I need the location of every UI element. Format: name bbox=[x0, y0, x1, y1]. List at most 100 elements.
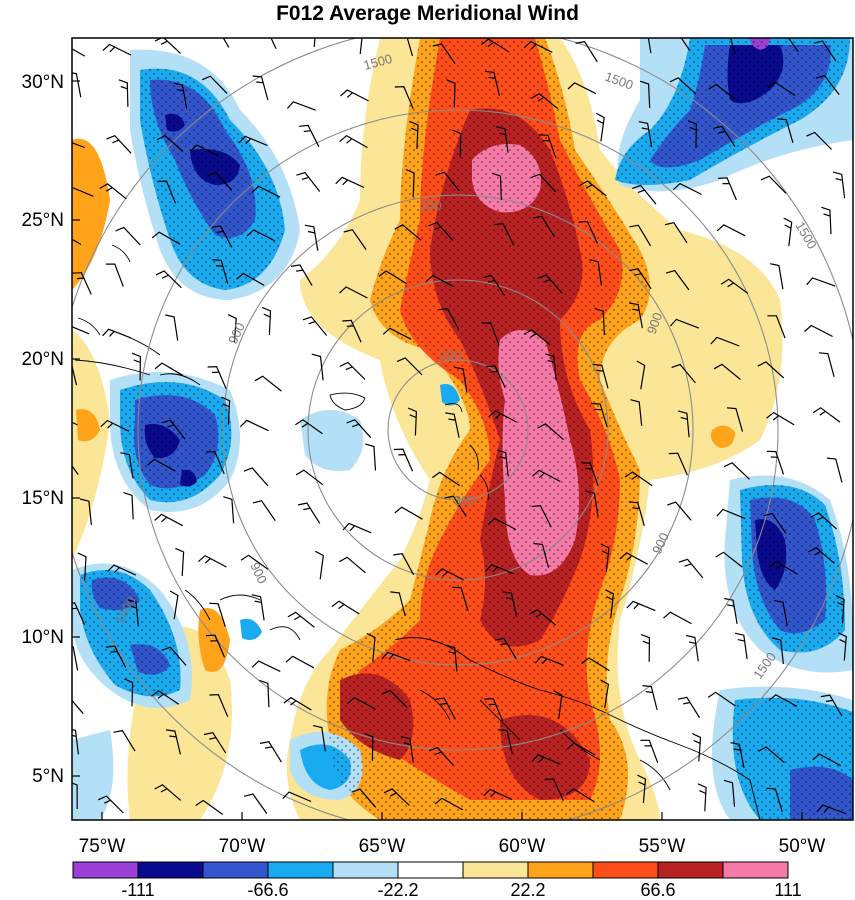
blue-small-sw bbox=[240, 618, 262, 640]
wind-barb bbox=[538, 134, 557, 158]
wind-barb bbox=[238, 135, 268, 147]
wind-barb bbox=[105, 645, 127, 668]
wind-barb bbox=[589, 259, 602, 286]
wind-barb bbox=[304, 224, 319, 251]
wind-barb bbox=[446, 79, 456, 108]
wind-barb bbox=[283, 696, 312, 711]
wind-barb bbox=[806, 277, 836, 287]
wind-barb bbox=[147, 458, 176, 472]
wind-barb bbox=[810, 512, 838, 530]
wind-barb bbox=[687, 120, 697, 149]
wind-barb bbox=[157, 180, 177, 204]
colorbar-swatch bbox=[202, 861, 269, 879]
wind-barb bbox=[806, 131, 833, 150]
wind-barb bbox=[626, 600, 656, 612]
coastline-lesser-antilles bbox=[184, 589, 301, 641]
wind-barb bbox=[484, 698, 504, 722]
wind-barb bbox=[530, 173, 557, 193]
wind-barb bbox=[151, 690, 180, 705]
wind-barb bbox=[768, 560, 798, 575]
wind-barb bbox=[493, 222, 515, 246]
lon-label: 65°W bbox=[359, 836, 406, 857]
wind-barb bbox=[259, 679, 270, 708]
wind-barb bbox=[72, 602, 86, 626]
wind-barb bbox=[545, 353, 557, 381]
wind-barb bbox=[807, 546, 835, 564]
wind-barb bbox=[664, 222, 688, 244]
wind-barb bbox=[821, 206, 832, 235]
wind-barb bbox=[766, 450, 785, 475]
colorbar-swatch bbox=[397, 861, 464, 879]
colorbar-swatch bbox=[722, 861, 789, 879]
wind-barb bbox=[482, 274, 506, 297]
wind-barb bbox=[246, 229, 276, 242]
range-ring-900 bbox=[222, 194, 694, 666]
wind-barb bbox=[835, 595, 845, 624]
orange-west-blob-2 bbox=[76, 409, 100, 442]
latitude-axis: 30°N 25°N 20°N 15°N 10°N 5°N bbox=[22, 72, 80, 787]
wind-barb bbox=[340, 89, 369, 102]
wind-barb bbox=[339, 556, 366, 574]
wind-barb bbox=[523, 40, 553, 53]
wind-barb bbox=[156, 134, 184, 152]
wind-barb bbox=[629, 268, 652, 290]
wind-barb bbox=[223, 496, 235, 524]
colorbar-swatch bbox=[332, 861, 399, 879]
wind-barb bbox=[766, 787, 783, 812]
wind-barb bbox=[729, 38, 736, 54]
wind-barb bbox=[724, 597, 738, 624]
wind-barb bbox=[734, 632, 748, 660]
wind-barb bbox=[286, 101, 317, 111]
wind-barb bbox=[637, 774, 647, 804]
wind-barb bbox=[432, 471, 461, 487]
wind-barb bbox=[366, 632, 376, 662]
wind-barb bbox=[339, 286, 368, 299]
wind-barb bbox=[767, 315, 786, 339]
wind-barb bbox=[154, 784, 182, 801]
wind-barb bbox=[444, 495, 467, 517]
wind-barb bbox=[763, 512, 787, 534]
wind-barb bbox=[175, 547, 185, 577]
wind-barb bbox=[496, 449, 509, 477]
lat-label: 5°N bbox=[32, 766, 64, 787]
wind-barb bbox=[243, 793, 268, 814]
wind-barb bbox=[496, 126, 509, 153]
ring-label: 300 bbox=[420, 198, 442, 213]
wind-barb bbox=[757, 361, 785, 379]
lon-label: 70°W bbox=[219, 836, 266, 857]
wind-barb bbox=[592, 363, 609, 389]
wind-barb bbox=[435, 697, 456, 720]
wind-barb bbox=[692, 733, 702, 762]
wind-barb bbox=[222, 38, 230, 48]
wind-barb bbox=[312, 725, 326, 752]
wind-barb bbox=[390, 591, 406, 617]
wind-barb bbox=[409, 120, 419, 150]
wind-barb bbox=[270, 38, 277, 50]
wind-barb bbox=[393, 553, 415, 576]
wind-barb bbox=[394, 224, 422, 241]
wind-barb bbox=[771, 637, 784, 664]
wind-barb bbox=[531, 754, 561, 765]
ring-label: 300 bbox=[454, 493, 476, 508]
colorbar-swatch bbox=[72, 861, 139, 879]
wind-barb bbox=[815, 74, 840, 95]
wind-barb bbox=[161, 646, 187, 666]
wind-barb bbox=[434, 797, 464, 811]
wind-barb bbox=[239, 419, 269, 432]
wind-barb bbox=[804, 324, 833, 338]
wind-barb bbox=[151, 231, 181, 245]
wind-barb bbox=[113, 729, 136, 752]
wind-barb bbox=[72, 326, 90, 335]
wind-barb bbox=[346, 419, 372, 439]
wind-barb bbox=[485, 365, 506, 388]
wind-barb bbox=[663, 611, 692, 625]
orange-west-blob bbox=[72, 138, 110, 290]
wind-barb bbox=[713, 363, 741, 380]
wind-barb bbox=[665, 269, 690, 291]
wind-barb bbox=[343, 229, 367, 250]
wind-barb bbox=[816, 804, 846, 814]
wind-barb bbox=[758, 746, 785, 764]
wind-barb bbox=[639, 80, 651, 109]
coastlines bbox=[74, 244, 761, 820]
